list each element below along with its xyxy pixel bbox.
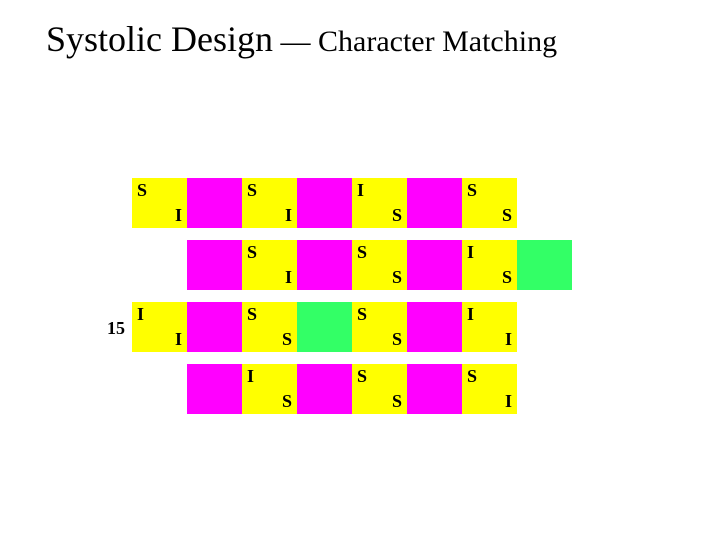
cell-label-top: I — [247, 366, 254, 387]
cell-label-top: I — [357, 180, 364, 201]
grid-cell — [407, 178, 462, 228]
grid-cell: SI — [242, 240, 297, 290]
cell-label-top: S — [247, 242, 257, 263]
grid-cell — [517, 364, 572, 414]
title-sub: Character Matching — [318, 25, 557, 58]
grid-cell: IS — [242, 364, 297, 414]
grid-cell: IS — [352, 178, 407, 228]
grid-cell — [517, 240, 572, 290]
cell-label-top: S — [137, 180, 147, 201]
cell-label-top: S — [247, 180, 257, 201]
grid-cell: SS — [352, 302, 407, 352]
grid-row: ISSSSI — [187, 364, 572, 414]
cell-label-top: S — [357, 304, 367, 325]
grid-cell: SS — [462, 178, 517, 228]
grid-cell: SS — [352, 364, 407, 414]
cell-label-bottom: S — [392, 329, 402, 350]
cell-label-top: S — [357, 366, 367, 387]
grid-cell — [407, 302, 462, 352]
grid-cell — [187, 302, 242, 352]
cell-label-bottom: S — [282, 329, 292, 350]
grid-cell — [407, 364, 462, 414]
page-title: Systolic Design — Character Matching — [46, 18, 557, 60]
grid-cell — [297, 178, 352, 228]
cell-label-bottom: S — [392, 205, 402, 226]
grid-cell: SS — [352, 240, 407, 290]
grid-cell: II — [132, 302, 187, 352]
cell-label-bottom: I — [175, 205, 182, 226]
grid-cell — [187, 364, 242, 414]
grid-cell — [297, 240, 352, 290]
grid-cell: II — [462, 302, 517, 352]
grid-cell: IS — [462, 240, 517, 290]
grid-cell — [297, 302, 352, 352]
cell-label-top: S — [357, 242, 367, 263]
cell-label-top: I — [467, 304, 474, 325]
systolic-grid: SISIISSSSISSISIISSSSIIISSSSI — [132, 178, 572, 426]
step-number: 15 — [107, 318, 125, 339]
title-main: Systolic Design — [46, 19, 273, 59]
grid-row: IISSSSII — [132, 302, 572, 352]
cell-label-bottom: S — [392, 391, 402, 412]
cell-label-bottom: S — [502, 205, 512, 226]
cell-label-bottom: S — [502, 267, 512, 288]
cell-label-bottom: I — [285, 205, 292, 226]
cell-label-bottom: I — [175, 329, 182, 350]
grid-cell: SI — [132, 178, 187, 228]
cell-label-top: S — [467, 366, 477, 387]
cell-label-bottom: I — [505, 391, 512, 412]
grid-row: SISIISSS — [132, 178, 572, 228]
cell-label-top: I — [137, 304, 144, 325]
cell-label-bottom: S — [282, 391, 292, 412]
cell-label-top: S — [467, 180, 477, 201]
grid-cell — [297, 364, 352, 414]
grid-row: SISSIS — [187, 240, 572, 290]
cell-label-top: S — [247, 304, 257, 325]
cell-label-top: I — [467, 242, 474, 263]
grid-cell: SI — [462, 364, 517, 414]
cell-label-bottom: I — [505, 329, 512, 350]
grid-cell: SS — [242, 302, 297, 352]
cell-label-bottom: I — [285, 267, 292, 288]
grid-cell — [187, 178, 242, 228]
grid-cell: SI — [242, 178, 297, 228]
title-sep: — — [273, 25, 318, 58]
cell-label-bottom: S — [392, 267, 402, 288]
grid-cell — [407, 240, 462, 290]
grid-cell — [187, 240, 242, 290]
